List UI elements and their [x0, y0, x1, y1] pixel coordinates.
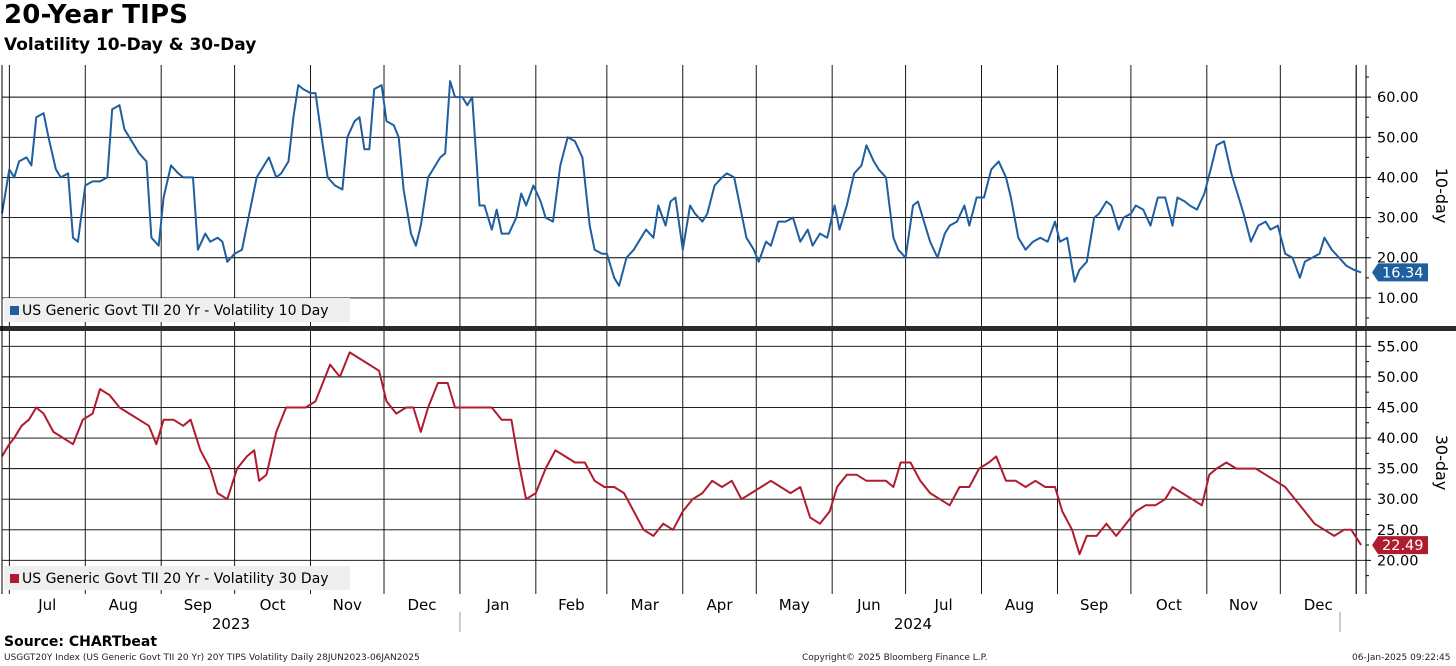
series-line: [1, 351, 1362, 556]
x-tick-label: Nov: [1229, 596, 1258, 614]
x-tick-label: Jan: [485, 596, 509, 614]
series-line: [1, 80, 1362, 287]
legend-label: US Generic Govt TII 20 Yr - Volatility 3…: [22, 571, 329, 587]
source-note: Source: CHARTbeat: [4, 634, 158, 650]
x-tick-label: Dec: [407, 596, 436, 614]
y-tick-label: 20.00: [1377, 251, 1419, 267]
panel-30-day: 20.00 25.00 30.00 35.00 40.00 45.00 50.00 55.00…: [1, 331, 1451, 594]
y-tick-label: 45.00: [1377, 400, 1419, 416]
y-tick-label: 25.00: [1377, 523, 1419, 539]
last-value-label: 16.34: [1382, 265, 1424, 281]
x-axis: Jul Aug Sep Oct Nov Dec Jan Feb Mar Apr May Jun Jul A…: [0, 65, 1456, 633]
legend-box: [4, 566, 350, 590]
legend-swatch: [10, 306, 19, 315]
x-tick-label: Aug: [109, 596, 138, 614]
x-tick-label: Mar: [631, 596, 660, 614]
legend-label: US Generic Govt TII 20 Yr - Volatility 1…: [22, 303, 329, 319]
timestamp: 06-Jan-2025 09:22:45: [1352, 653, 1451, 663]
chart-title: 20-Year TIPS: [4, 0, 189, 30]
legend-box: [4, 298, 350, 322]
x-tick-label: Oct: [1156, 596, 1182, 614]
x-tick-label: Sep: [184, 596, 212, 614]
x-tick-label: Nov: [333, 596, 362, 614]
y-tick-label: 60.00: [1377, 90, 1419, 106]
x-tick-label: Dec: [1304, 596, 1333, 614]
panel-divider: [0, 326, 1456, 331]
y-tick-label: 40.00: [1377, 431, 1419, 447]
last-value-label: 22.49: [1382, 538, 1424, 554]
x-tick-label: Apr: [707, 596, 734, 614]
chart-subtitle: Volatility 10-Day & 30-Day: [4, 35, 257, 55]
x-tick-label: Jul: [37, 596, 56, 614]
year-label: 2023: [212, 615, 250, 633]
y-axis-title: 30-day: [1432, 435, 1451, 491]
x-tick-label: Feb: [558, 596, 585, 614]
legend-swatch: [10, 574, 19, 583]
panel-10-day: 10.00 20.00 30.00 40.00 50.00 60.00 10-day 16.3…: [1, 65, 1451, 326]
index-info: USGGT20Y Index (US Generic Govt TII 20 Y…: [4, 653, 420, 663]
y-tick-label: 30.00: [1377, 211, 1419, 227]
x-tick-label: Jul: [934, 596, 953, 614]
last-value-badge: [1372, 536, 1428, 555]
x-tick-label: Oct: [260, 596, 286, 614]
y-axis-title: 10-day: [1432, 168, 1451, 224]
y-tick-label: 20.00: [1377, 553, 1419, 569]
y-tick-label: 50.00: [1377, 130, 1419, 146]
x-tick-label: May: [779, 596, 810, 614]
y-tick-label: 40.00: [1377, 170, 1419, 186]
last-value-badge: [1372, 263, 1428, 282]
year-label: 2024: [894, 615, 932, 633]
y-tick-label: 10.00: [1377, 291, 1419, 307]
y-tick-label: 55.00: [1377, 339, 1419, 355]
y-tick-label: 30.00: [1377, 492, 1419, 508]
x-tick-label: Aug: [1005, 596, 1034, 614]
y-tick-label: 50.00: [1377, 370, 1419, 386]
x-tick-label: Sep: [1080, 596, 1108, 614]
x-tick-label: Jun: [856, 596, 880, 614]
copyright: Copyright© 2025 Bloomberg Finance L.P.: [802, 653, 988, 663]
y-tick-label: 35.00: [1377, 462, 1419, 478]
